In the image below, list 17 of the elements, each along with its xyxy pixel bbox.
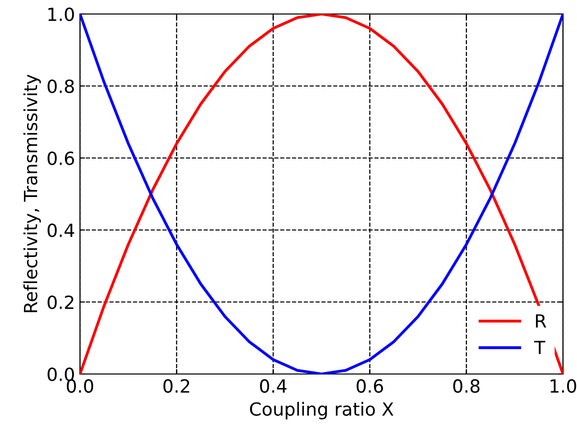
y-tick-label: 1.0 bbox=[48, 7, 74, 22]
y-tick-label: 0.0 bbox=[48, 367, 74, 382]
x-tick-label: 0.2 bbox=[163, 379, 190, 393]
y-tick-label: 0.4 bbox=[48, 223, 74, 238]
y-tick-label: 0.2 bbox=[48, 295, 74, 310]
x-tick-label: 0.6 bbox=[356, 379, 384, 393]
line-series bbox=[80, 14, 563, 374]
legend-label: T bbox=[534, 340, 546, 354]
y-tick-label: 0.8 bbox=[48, 79, 74, 94]
legend-label: R bbox=[536, 314, 546, 328]
y-axis-title: Reflectivity, Transmissivity bbox=[23, 74, 41, 312]
x-tick-label: 0.4 bbox=[260, 379, 287, 393]
x-tick-label: 0.0 bbox=[66, 379, 94, 393]
x-axis-title: Coupling ratio X bbox=[250, 402, 394, 420]
y-tick-label: 0.6 bbox=[48, 151, 74, 166]
x-tick-label: 0.8 bbox=[453, 379, 480, 393]
x-tick-label: 1.0 bbox=[550, 379, 576, 393]
